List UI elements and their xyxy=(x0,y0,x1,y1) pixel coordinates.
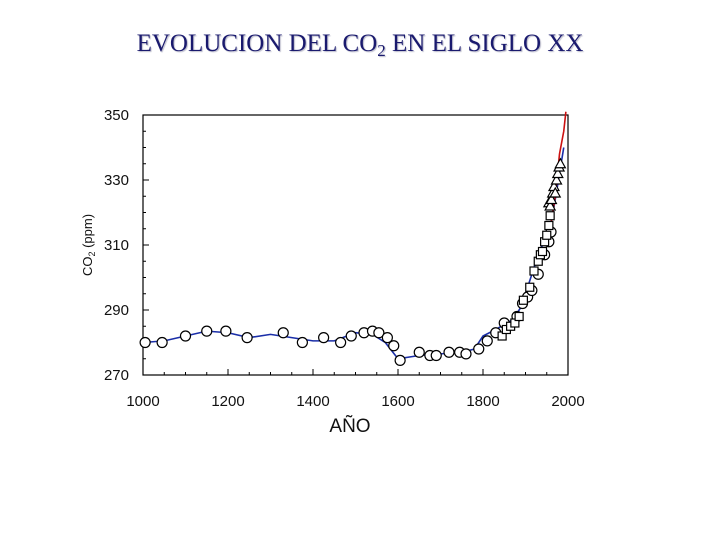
square-marker xyxy=(537,246,548,257)
circle-marker xyxy=(139,336,151,349)
title-subscript: 2 xyxy=(377,41,386,60)
circle-marker xyxy=(394,354,406,366)
square-marker xyxy=(525,282,535,292)
y-axis-title-subscript: 2 xyxy=(87,252,97,257)
axis-labels: AÑO CO2 (ppm) xyxy=(80,214,371,437)
triangle-marker xyxy=(544,199,557,211)
circle-marker xyxy=(460,348,472,360)
square-marker xyxy=(514,311,524,322)
circle-marker xyxy=(277,327,289,339)
triangle-marker xyxy=(545,193,558,205)
circle-marker xyxy=(156,336,168,349)
circle-marker xyxy=(179,330,192,342)
circle-marker xyxy=(430,349,442,362)
circle-marker xyxy=(220,325,232,337)
y-tick-label: 310 xyxy=(104,237,129,254)
circle-marker xyxy=(413,346,425,358)
y-axis-title-main: CO xyxy=(80,257,95,277)
data-points xyxy=(139,157,567,366)
x-tick-label: 1600 xyxy=(381,393,414,410)
x-tick-label: 2000 xyxy=(551,393,584,410)
y-axis-title: CO2 (ppm) xyxy=(80,214,97,276)
triangle-marker xyxy=(554,157,567,169)
y-axis-title-rest: (ppm) xyxy=(80,214,95,252)
x-tick-label: 1800 xyxy=(466,393,499,410)
circle-marker xyxy=(381,332,393,344)
chart-axes: 270 290 310 330 350 1000 1200 1400 1600 1800 2000 xyxy=(104,107,585,410)
circle-marker xyxy=(388,340,400,352)
square-marker xyxy=(518,295,528,305)
x-tick-label: 1400 xyxy=(296,393,329,410)
x-axis-title: AÑO xyxy=(329,415,370,437)
y-tick-label: 270 xyxy=(104,367,129,384)
y-tick-label: 290 xyxy=(104,302,129,319)
square-marker xyxy=(542,230,552,240)
circle-marker xyxy=(318,332,330,344)
circle-marker xyxy=(296,336,308,349)
triangle-marker xyxy=(551,167,564,179)
triangle-marker xyxy=(549,186,562,198)
circle-marker xyxy=(443,346,455,358)
x-tick-label: 1000 xyxy=(126,393,159,410)
title-main: EVOLUCION DEL CO xyxy=(136,30,378,57)
circle-marker xyxy=(345,330,357,342)
circle-marker xyxy=(201,325,213,337)
circle-marker xyxy=(473,343,485,355)
y-tick-label: 350 xyxy=(104,107,129,124)
circle-marker xyxy=(481,335,493,347)
triangle-marker xyxy=(550,173,563,185)
circle-marker xyxy=(373,327,385,339)
square-marker xyxy=(544,220,554,231)
x-tick-label: 1200 xyxy=(211,393,244,410)
circle-marker xyxy=(241,332,253,344)
title-rest: EN EL SIGLO XX xyxy=(385,30,584,57)
slide-title: EVOLUCION DEL CO2 EN EL SIGLO XX xyxy=(0,30,720,61)
y-tick-label: 330 xyxy=(104,172,129,189)
square-marker xyxy=(545,211,555,221)
square-marker xyxy=(529,266,539,276)
circle-marker xyxy=(335,336,347,349)
